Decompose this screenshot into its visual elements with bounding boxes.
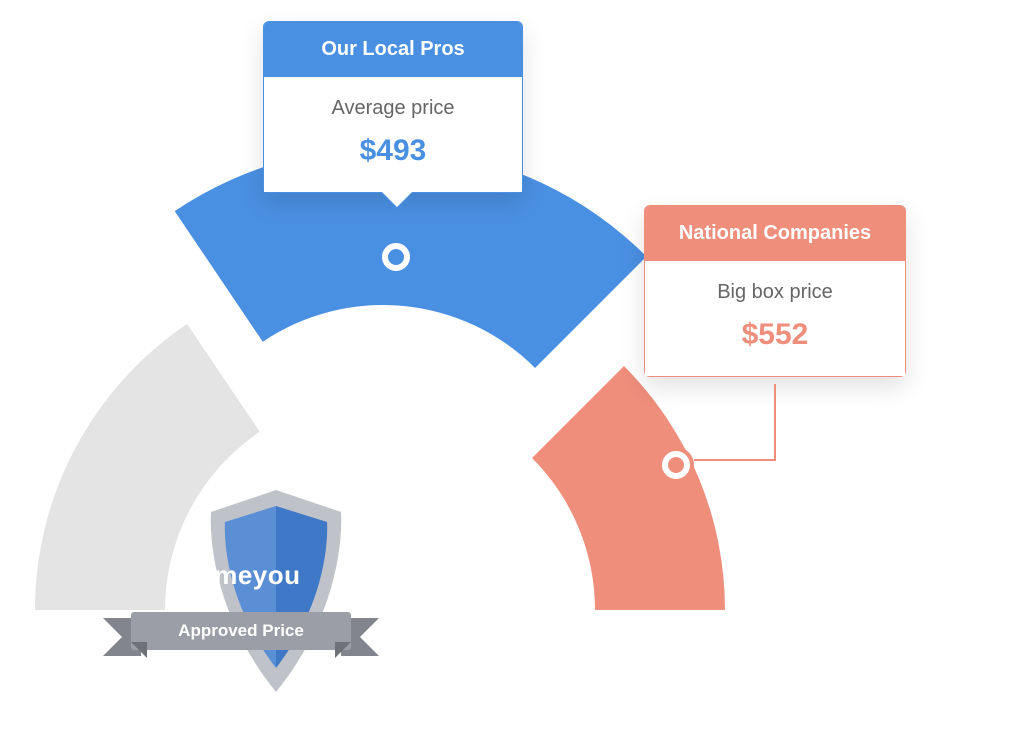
callout-local-price: $493 [274, 134, 512, 168]
price-comparison-infographic: Our Local Pros Average price $493 Nation… [0, 0, 1024, 738]
callout-national-companies: National Companies Big box price $552 [644, 205, 906, 377]
pointer-dot-local [378, 239, 414, 275]
callout-local-pros: Our Local Pros Average price $493 [263, 21, 523, 193]
badge-ribbon-text: Approved Price [178, 621, 304, 640]
shield-icon [181, 482, 371, 712]
approved-price-badge: homeyou Approved Price [146, 482, 406, 717]
badge-ribbon: Approved Price [131, 612, 351, 650]
callout-local-label: Average price [274, 97, 512, 120]
pointer-dot-national [658, 447, 694, 483]
callout-local-header: Our Local Pros [264, 22, 522, 77]
badge-brand-text: homeyou [146, 560, 336, 591]
callout-national-label: Big box price [655, 281, 895, 304]
callout-national-price: $552 [655, 318, 895, 352]
callout-national-header: National Companies [645, 206, 905, 261]
